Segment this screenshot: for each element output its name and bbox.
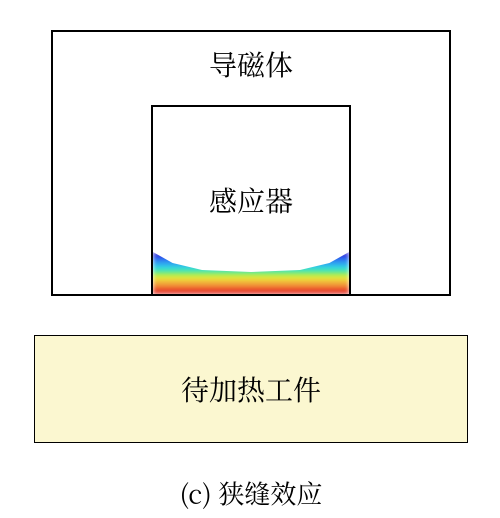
workpiece-label: 待加热工件	[181, 369, 321, 409]
inductor-label: 感应器	[209, 180, 293, 220]
figure-canvas: 导磁体 感应器 待加热工件 (c) 狭缝效应	[0, 0, 500, 518]
figure-caption: (c) 狭缝效应	[180, 475, 323, 512]
magnetizer-body-label: 导磁体	[209, 44, 293, 84]
